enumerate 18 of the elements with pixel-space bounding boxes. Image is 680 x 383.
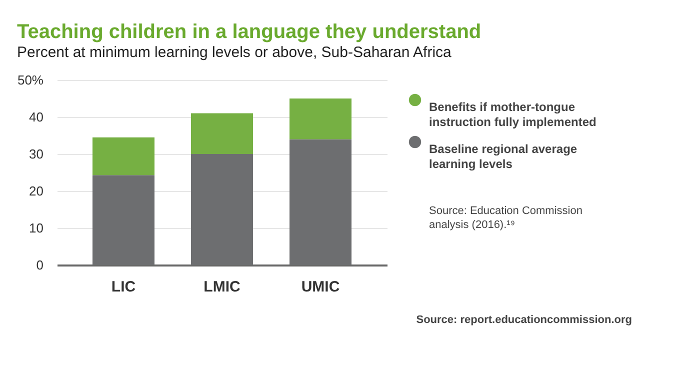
x-tick-label: UMIC <box>301 278 340 296</box>
bar <box>290 98 352 140</box>
y-tick-label: 0 <box>36 258 44 272</box>
y-tick-label: 30 <box>29 146 44 162</box>
y-tick-label: 40 <box>29 110 44 124</box>
legend-label: Baseline regional average learning levels <box>429 142 578 171</box>
y-tick-label: 20 <box>29 184 44 198</box>
y-tick-label: 50% <box>17 72 44 88</box>
x-tick-label: LMIC <box>204 278 240 296</box>
bar <box>191 113 253 154</box>
y-tick-label: 10 <box>29 220 44 236</box>
chart-subtitle: Percent at minimum learning levels or above, Sub-Saharan Africa <box>16 44 452 61</box>
source-note: Source: Education Commission analysis (2016).¹⁹ <box>429 205 582 231</box>
bar <box>92 137 154 176</box>
legend-label: Benefits if mother-tongue instruction fully implemented <box>429 100 596 129</box>
source-note: Source: report.educationcommission.org <box>416 314 632 326</box>
chart-title: Teaching children in a language they understand <box>16 21 482 43</box>
x-tick-label: LIC <box>111 278 136 296</box>
